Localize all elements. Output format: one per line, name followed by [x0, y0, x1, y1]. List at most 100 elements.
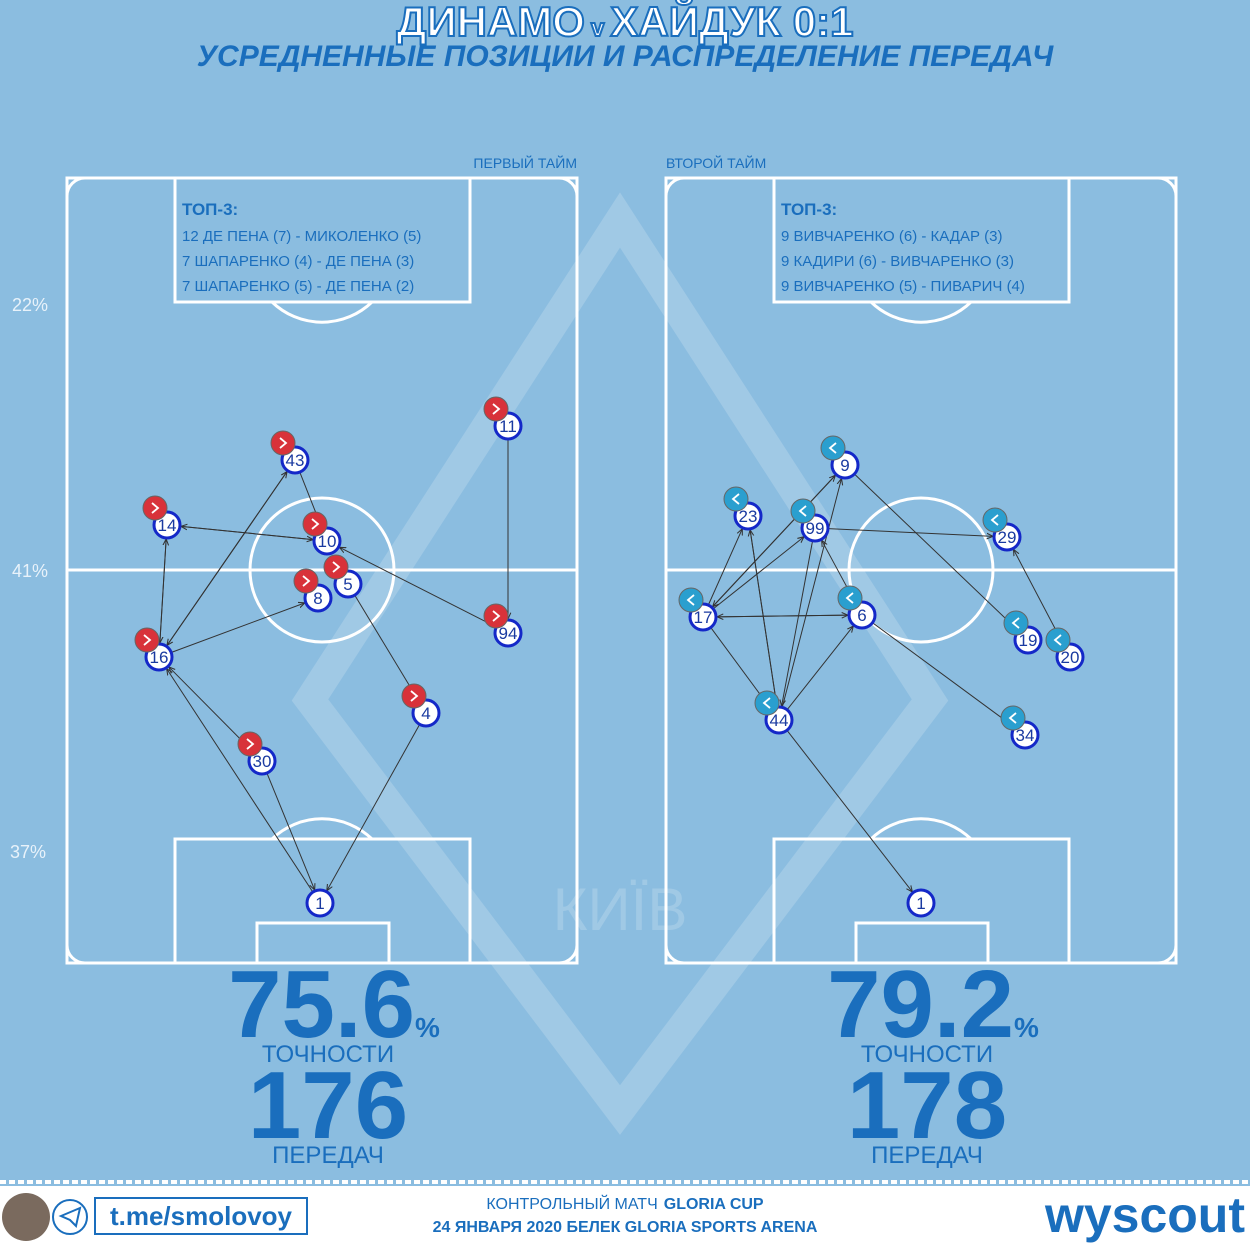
title: ДИНАМО v ХАЙДУК 0:1	[397, 0, 854, 45]
accuracy: 79.2%	[827, 951, 1039, 1058]
marker-chevron	[1008, 712, 1017, 724]
player-marker	[982, 507, 1008, 533]
pass-arrow	[786, 729, 912, 892]
pass-arrow	[717, 615, 850, 617]
top3-entry: 9 ВИВЧАРЕНКО (5) - ПИВАРИЧ (4)	[781, 278, 1025, 295]
corner-arc	[65, 944, 86, 965]
player-marker	[483, 396, 509, 422]
penalty-arc	[869, 300, 973, 324]
marker-chevron	[492, 403, 501, 415]
marker-chevron	[302, 575, 311, 587]
pass-arrow	[327, 724, 421, 890]
passes-label: ПЕРЕДАЧ	[272, 1142, 384, 1169]
player-marker	[237, 731, 263, 757]
player-number: 43	[286, 451, 305, 470]
goal-area	[854, 921, 990, 965]
pass-arrow	[872, 622, 1013, 727]
corner-arc	[664, 944, 685, 965]
corner-arc	[65, 176, 86, 197]
player-marker	[837, 585, 863, 611]
pass-arrow	[707, 529, 742, 606]
brand: wyscout	[1044, 1187, 1245, 1243]
pass-arrow	[339, 547, 497, 628]
pass-arrow	[171, 603, 305, 653]
player-number: 5	[343, 575, 352, 594]
player-marker	[754, 690, 780, 716]
accuracy-unit: %	[415, 1012, 440, 1043]
player-number: 1	[916, 894, 925, 913]
pass-arrow	[181, 526, 315, 541]
marker-chevron	[1053, 634, 1062, 646]
top3-entry: 9 ВИВЧАРЕНКО (6) - КАДАР (3)	[781, 228, 1002, 245]
marker-chevron	[990, 514, 999, 526]
pass-arrow	[354, 594, 419, 701]
marker-chevron	[410, 690, 419, 702]
corner-arc	[1157, 176, 1178, 197]
half-label: ВТОРОЙ ТАЙМ	[666, 154, 766, 171]
telegram-plane	[58, 1206, 82, 1228]
player-number: 17	[694, 608, 713, 627]
player-node	[305, 888, 335, 918]
marker-chevron	[731, 493, 740, 505]
player-number: 23	[739, 507, 758, 526]
goal-area	[255, 921, 391, 965]
corner-arc	[664, 176, 685, 197]
corner-arc	[558, 176, 579, 197]
player-number: 29	[998, 528, 1017, 547]
marker-chevron	[828, 442, 837, 454]
top3-entry: 7 ШАПАРЕНКО (4) - ДЕ ПЕНА (3)	[182, 253, 414, 270]
accuracy-unit: %	[1014, 1012, 1039, 1043]
player-marker	[483, 603, 509, 629]
top3-entry: 7 ШАПАРЕНКО (5) - ДЕ ПЕНА (2)	[182, 278, 414, 295]
pass-arrow	[750, 530, 778, 708]
player-number: 34	[1016, 726, 1035, 745]
marker-chevron	[798, 505, 807, 517]
side-label: 22%	[12, 295, 48, 315]
player-marker	[1003, 610, 1029, 636]
player-number: 10	[318, 532, 337, 551]
marker-chevron	[246, 738, 255, 750]
player-number: 6	[857, 606, 866, 625]
player-marker	[1045, 627, 1071, 653]
title-right: ХАЙДУК 0:1	[610, 0, 853, 45]
pass-arrow	[266, 772, 315, 890]
top3-entry: 9 КАДИРИ (6) - ВИВЧАРЕНКО (3)	[781, 253, 1014, 270]
marker-chevron	[845, 592, 854, 604]
centre-circle	[248, 496, 396, 644]
player-marker	[323, 554, 349, 580]
player-number: 14	[158, 516, 177, 535]
penalty-arc	[869, 817, 973, 841]
marker-chevron	[279, 437, 288, 449]
penalty-arc	[270, 300, 374, 324]
pass-arrow	[160, 537, 167, 643]
player-number: 11	[499, 417, 517, 436]
marker-chevron	[332, 561, 341, 573]
channel-box	[94, 1197, 308, 1235]
pass-arrow	[167, 470, 289, 646]
top3-title: ТОП-3:	[781, 200, 837, 219]
player-number: 19	[1019, 631, 1038, 650]
cup: GLORIA CUP	[664, 1196, 764, 1213]
player-number: 20	[1061, 648, 1080, 667]
pass-arrow	[827, 528, 993, 537]
marker-chevron	[762, 697, 771, 709]
marker-chevron	[492, 610, 501, 622]
pass-arrow	[167, 669, 314, 893]
player-marker	[820, 435, 846, 461]
pass-arrow	[781, 479, 841, 708]
pass-arrow	[786, 626, 853, 711]
player-number: 30	[253, 752, 272, 771]
date-venue: 24 ЯНВАРЯ 2020 БЕЛЕК GLORIA SPORTS ARENA	[433, 1219, 818, 1236]
pass-arrow	[169, 667, 254, 753]
player-marker	[134, 627, 160, 653]
passes-count: 178	[847, 1052, 1007, 1159]
telegram-icon	[52, 1199, 88, 1235]
centre-circle	[847, 496, 995, 644]
corner-arc	[1157, 944, 1178, 965]
corner-arc	[558, 944, 579, 965]
pass-arrow	[713, 474, 837, 606]
subtitle: УСРЕДНЕННЫЕ ПОЗИЦИИ И РАСПРЕДЕЛЕНИЕ ПЕРЕ…	[197, 40, 1054, 73]
accuracy-value: 79.2	[827, 951, 1014, 1058]
top3-box	[173, 176, 472, 304]
title-left: ДИНАМО	[397, 0, 585, 45]
